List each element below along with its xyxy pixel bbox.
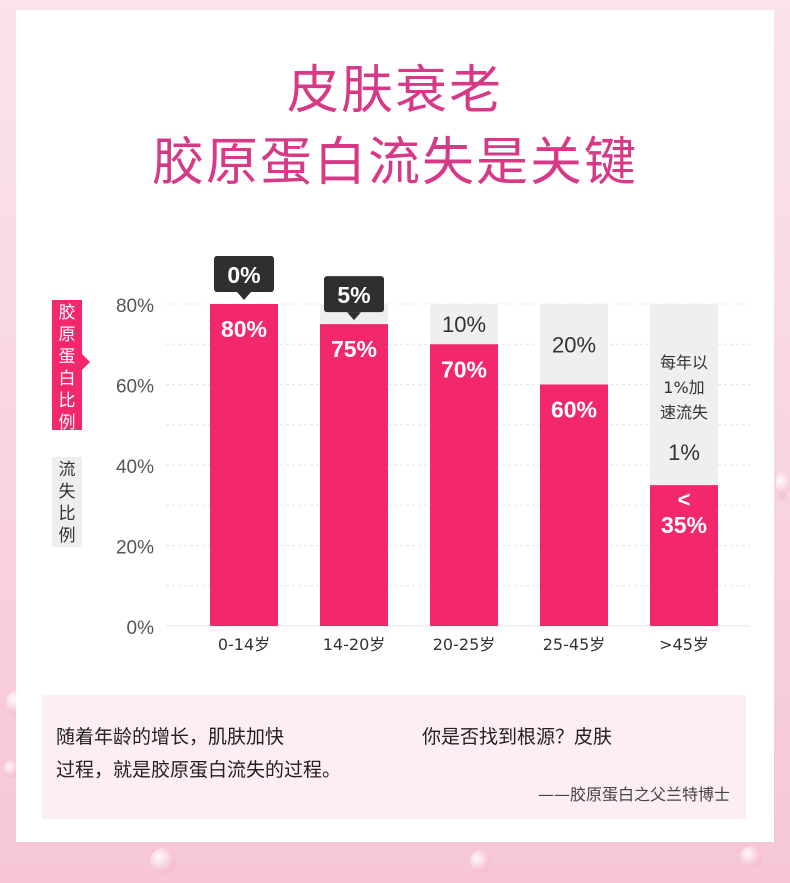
- bar-value-label: 70%: [441, 356, 487, 382]
- x-category-label: 14-20岁: [323, 635, 386, 654]
- water-drop-decoration: [776, 470, 788, 500]
- quote-left-text: 随着年龄的增长，肌肤加快 过程，就是胶原蛋白流失的过程。: [56, 721, 446, 787]
- bar-value-label: 75%: [331, 336, 377, 362]
- quote-left-line1: 随着年龄的增长，肌肤加快: [56, 726, 285, 748]
- loss-value-label: 1%: [668, 440, 700, 465]
- x-category-label: 0-14岁: [218, 635, 270, 654]
- loss-callout-box: [214, 256, 274, 292]
- loss-note-text: 1%加: [663, 378, 704, 397]
- legend-loss-ratio: 流失比例: [52, 457, 82, 547]
- collagen-bar: [210, 304, 278, 626]
- page-title-line2: 胶原蛋白流失是关键: [151, 133, 638, 193]
- collagen-bar: [540, 384, 608, 626]
- bar-value-label: 60%: [551, 397, 597, 423]
- quote-right-text: 你是否找到根源？皮肤: [422, 726, 613, 748]
- loss-note-text: 速流失: [660, 403, 708, 422]
- water-drop-decoration: [4, 760, 18, 778]
- loss-value-label: 5%: [337, 282, 370, 308]
- x-category-label: 25-45岁: [543, 635, 606, 654]
- x-category-label: >45岁: [659, 635, 709, 654]
- y-tick-label: 20%: [116, 538, 154, 559]
- water-drop-decoration: [740, 846, 762, 868]
- loss-callout-pointer: [237, 292, 251, 300]
- loss-value-label: 20%: [552, 332, 596, 357]
- quote-box: 随着年龄的增长，肌肤加快 过程，就是胶原蛋白流失的过程。 你是否找到根源？皮肤 …: [42, 695, 746, 819]
- loss-bar: [430, 304, 498, 345]
- loss-bar: [650, 304, 718, 486]
- bar-prefix-label: <: [678, 487, 691, 512]
- content-card: 皮肤衰老 胶原蛋白流失是关键 胶原蛋白比例 流失比例 0% 20% 40% 60% 80…: [16, 10, 774, 842]
- water-drop-decoration: [470, 850, 490, 874]
- loss-callout-pointer: [347, 312, 361, 321]
- loss-note-text: 每年以: [660, 353, 708, 372]
- loss-value-label: 0%: [227, 262, 260, 288]
- page-title-line1: 皮肤衰老: [286, 61, 503, 121]
- legend-collagen-ratio: 胶原蛋白比例: [52, 300, 90, 433]
- collagen-bar: [650, 485, 718, 626]
- loss-value-label: 10%: [442, 312, 486, 337]
- y-tick-label: 0%: [127, 618, 155, 639]
- water-drop-decoration: [150, 848, 176, 874]
- x-category-label: 20-25岁: [433, 635, 496, 654]
- y-tick-label: 40%: [116, 457, 154, 478]
- collagen-bar-chart: 0% 20% 40% 60% 80% 80% 0% 0-14岁 75% 5% 14-20岁 70% 10…: [116, 256, 750, 654]
- loss-bar: [540, 304, 608, 385]
- collagen-bar: [430, 344, 498, 626]
- y-tick-label: 60%: [116, 377, 154, 398]
- bar-value-label: 80%: [221, 316, 267, 342]
- quote-left-line2: 过程，就是胶原蛋白流失的过程。: [56, 759, 342, 781]
- collagen-bar: [320, 324, 388, 626]
- y-tick-label: 80%: [116, 296, 154, 317]
- quote-attribution: ——胶原蛋白之父兰特博士: [537, 785, 730, 804]
- bar-value-label: 35%: [661, 512, 707, 538]
- loss-callout-box: [324, 276, 384, 313]
